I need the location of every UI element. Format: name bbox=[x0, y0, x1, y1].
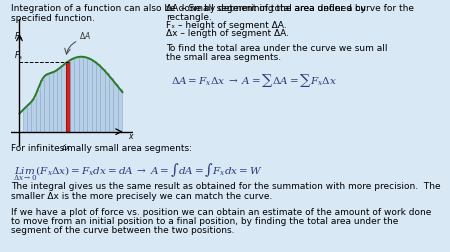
Bar bbox=[57, 69, 62, 132]
Bar bbox=[92, 62, 96, 132]
Bar bbox=[83, 58, 87, 132]
Bar bbox=[105, 74, 109, 132]
Bar bbox=[36, 90, 40, 132]
Text: rectangle.: rectangle. bbox=[166, 13, 212, 22]
Bar bbox=[100, 69, 105, 132]
Text: ΔA – Small segment of total area defined by: ΔA – Small segment of total area defined… bbox=[166, 4, 366, 13]
Text: For infinitesimally small area segments:: For infinitesimally small area segments: bbox=[11, 144, 192, 153]
Text: segment of the curve between the two positions.: segment of the curve between the two pos… bbox=[11, 225, 235, 234]
Bar bbox=[79, 57, 83, 132]
Text: $\Delta x$: $\Delta x$ bbox=[62, 143, 72, 152]
Text: If we have a plot of force vs. position we can obtain an estimate of the amount : If we have a plot of force vs. position … bbox=[11, 207, 432, 216]
Bar bbox=[44, 75, 49, 132]
Text: smaller Δx is the more precisely we can match the curve.: smaller Δx is the more precisely we can … bbox=[11, 191, 273, 200]
Bar bbox=[74, 58, 79, 132]
Text: the small area segments.: the small area segments. bbox=[166, 52, 282, 61]
Text: Integration of a function can also be done by determining the area under a curve: Integration of a function can also be do… bbox=[11, 4, 414, 13]
Text: $\Delta A = F_x \Delta x \;\rightarrow\; A = \sum \Delta A = \sum F_x \Delta x$: $\Delta A = F_x \Delta x \;\rightarrow\;… bbox=[171, 72, 337, 88]
Bar bbox=[96, 65, 100, 132]
Text: to move from an initial position to a final position, by finding the total area : to move from an initial position to a fi… bbox=[11, 216, 399, 225]
Text: The integral gives us the same result as obtained for the summation with more pr: The integral gives us the same result as… bbox=[11, 181, 441, 191]
Bar bbox=[62, 66, 66, 132]
Bar bbox=[31, 100, 36, 132]
Text: $F_x$: $F_x$ bbox=[14, 30, 24, 43]
Bar bbox=[53, 72, 57, 132]
Text: Fₓ – height of segment ΔA.: Fₓ – height of segment ΔA. bbox=[166, 21, 287, 30]
Bar bbox=[27, 105, 31, 132]
Bar bbox=[40, 80, 44, 132]
Text: $F_s$: $F_s$ bbox=[14, 49, 23, 61]
Text: $x$: $x$ bbox=[128, 131, 135, 140]
Text: To find the total area under the curve we sum all: To find the total area under the curve w… bbox=[166, 43, 388, 52]
Bar bbox=[87, 59, 92, 132]
Text: $\underset{\Delta x \to 0}{Lim}(F_x \Delta x) = F_x dx = dA \;\rightarrow\; A = : $\underset{\Delta x \to 0}{Lim}(F_x \Del… bbox=[13, 160, 262, 182]
Text: $\Delta A$: $\Delta A$ bbox=[79, 30, 91, 41]
Bar bbox=[66, 62, 70, 132]
Bar bbox=[70, 60, 74, 132]
Text: specified function.: specified function. bbox=[11, 14, 95, 23]
Bar bbox=[109, 79, 113, 132]
Bar bbox=[113, 84, 118, 132]
Bar bbox=[118, 90, 122, 132]
Bar bbox=[49, 74, 53, 132]
Text: Δx – length of segment ΔA.: Δx – length of segment ΔA. bbox=[166, 29, 289, 38]
Bar bbox=[22, 109, 27, 132]
